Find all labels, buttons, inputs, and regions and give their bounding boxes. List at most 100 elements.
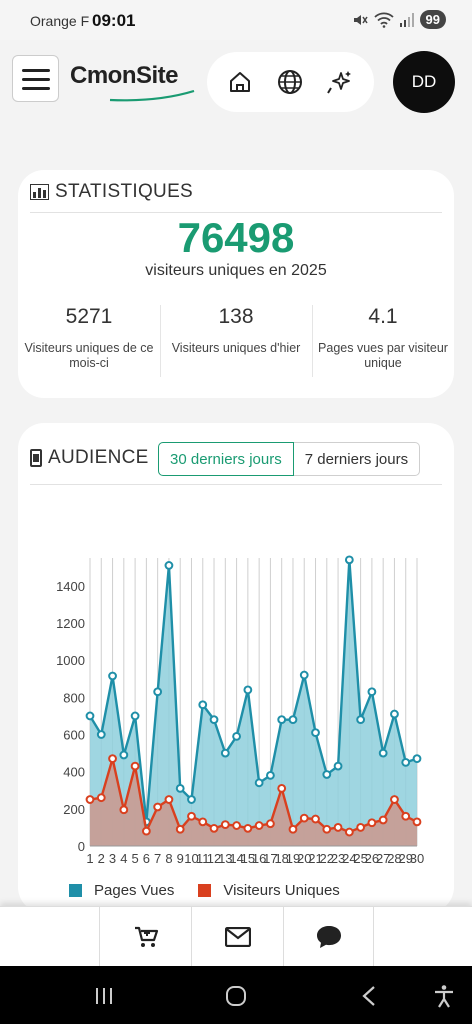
y-tick-label: 0 — [78, 839, 85, 854]
mail-icon — [224, 927, 251, 947]
data-point — [356, 823, 366, 832]
data-point — [322, 824, 332, 834]
audience-title: AUDIENCE — [48, 447, 149, 468]
tab-30-days[interactable]: 30 derniers jours — [158, 442, 294, 476]
data-point — [378, 748, 388, 758]
y-tick-label: 600 — [63, 728, 85, 743]
stat-label: Visiteurs uniques d'hier — [171, 341, 301, 355]
legend-swatch-page-views — [69, 884, 82, 897]
data-point — [198, 817, 208, 827]
ai-button[interactable] — [324, 66, 356, 98]
avatar[interactable]: DD — [393, 51, 455, 113]
data-point — [412, 817, 422, 827]
home-system-button[interactable] — [222, 982, 250, 1010]
system-nav-bar — [0, 966, 472, 1024]
data-point — [85, 711, 95, 721]
x-tick-label: 17 — [263, 851, 277, 866]
stat-yesterday: 138 Visiteurs uniques d'hier — [165, 305, 307, 356]
menu-icon — [22, 69, 50, 72]
data-point — [311, 728, 320, 738]
recent-apps-button[interactable] — [90, 982, 118, 1010]
x-tick-label: 22 — [320, 851, 334, 866]
data-point — [401, 757, 411, 767]
clock: 09:01 — [92, 11, 136, 30]
data-point — [130, 711, 140, 721]
chat-button[interactable] — [284, 907, 373, 967]
stat-pages-per-visitor: 4.1 Pages vues par visiteur unique — [312, 305, 454, 371]
data-point — [367, 818, 377, 828]
period-selector: 30 derniers jours 7 derniers jours — [158, 442, 421, 476]
battery-indicator: 99 — [419, 10, 446, 29]
data-point — [254, 778, 264, 788]
logo-text-2: Site — [136, 62, 179, 89]
sparkles-icon — [327, 71, 351, 94]
x-tick-label: 21 — [308, 851, 322, 866]
data-point — [344, 555, 354, 565]
stat-month: 5271 Visiteurs uniques de ce mois-ci — [18, 305, 160, 371]
data-point — [266, 819, 275, 829]
back-chevron-icon — [362, 986, 375, 1006]
data-point — [333, 823, 343, 832]
bar-chart-icon — [30, 184, 49, 200]
x-tick-label: 6 — [143, 851, 150, 866]
data-point — [220, 748, 230, 758]
divider — [30, 484, 442, 485]
audience-card: AUDIENCE 30 derniers jours 7 derniers jo… — [18, 423, 454, 913]
bottom-nav — [0, 906, 472, 967]
shop-button[interactable] — [100, 907, 191, 967]
tab-7-days[interactable]: 7 derniers jours — [293, 442, 421, 476]
divider — [30, 212, 442, 213]
x-tick-label: 28 — [387, 851, 401, 866]
data-point — [299, 670, 309, 680]
data-point — [243, 685, 253, 695]
data-point — [96, 793, 106, 803]
signal-icon — [399, 12, 414, 27]
status-icons: 99 — [352, 10, 446, 29]
data-point — [108, 671, 117, 681]
recents-icon — [96, 988, 112, 1004]
chat-icon — [316, 926, 341, 948]
stat-value: 138 — [218, 305, 254, 328]
accessibility-button[interactable] — [430, 982, 458, 1010]
x-tick-label: 1 — [86, 851, 93, 866]
website-button[interactable] — [274, 66, 306, 98]
x-tick-label: 4 — [120, 851, 127, 866]
series-line-page-views — [88, 558, 418, 824]
status-bar: Orange F 09:01 99 — [0, 0, 472, 40]
x-tick-label: 29 — [398, 851, 412, 866]
legend-swatch-unique-visitors — [198, 884, 212, 897]
data-point — [412, 754, 422, 764]
audience-header: AUDIENCE — [30, 447, 149, 469]
data-point — [401, 811, 411, 821]
menu-button[interactable] — [12, 55, 59, 102]
data-point — [209, 823, 219, 833]
x-tick-label: 30 — [410, 851, 424, 866]
stat-label: Visiteurs uniques de ce mois-ci — [24, 341, 154, 370]
x-tick-label: 8 — [165, 851, 172, 866]
x-tick-label: 24 — [342, 851, 356, 866]
logo[interactable]: CmonSite — [70, 62, 179, 90]
data-point — [367, 687, 377, 697]
data-point — [141, 826, 151, 836]
x-tick-label: 16 — [252, 851, 266, 866]
home-button[interactable] — [224, 66, 256, 98]
stat-value: 5271 — [65, 305, 113, 328]
home-icon — [230, 72, 250, 92]
data-point — [187, 811, 196, 821]
data-point — [390, 795, 399, 804]
home-circle-icon — [226, 986, 246, 1006]
data-point — [344, 827, 354, 837]
app-header: CmonSite DD — [0, 40, 472, 140]
data-point — [299, 813, 309, 823]
y-tick-label: 1000 — [56, 653, 85, 668]
x-tick-label: 10 — [184, 851, 198, 866]
x-tick-label: 12 — [207, 851, 221, 866]
series-area-unique-visitors — [90, 758, 417, 846]
x-tick-label: 7 — [154, 851, 161, 866]
logo-text-1: Cmon — [70, 62, 137, 89]
data-point — [322, 770, 332, 779]
back-button[interactable] — [355, 982, 383, 1010]
x-tick-label: 20 — [297, 851, 311, 866]
messages-button[interactable] — [192, 907, 283, 967]
data-point — [164, 795, 174, 804]
